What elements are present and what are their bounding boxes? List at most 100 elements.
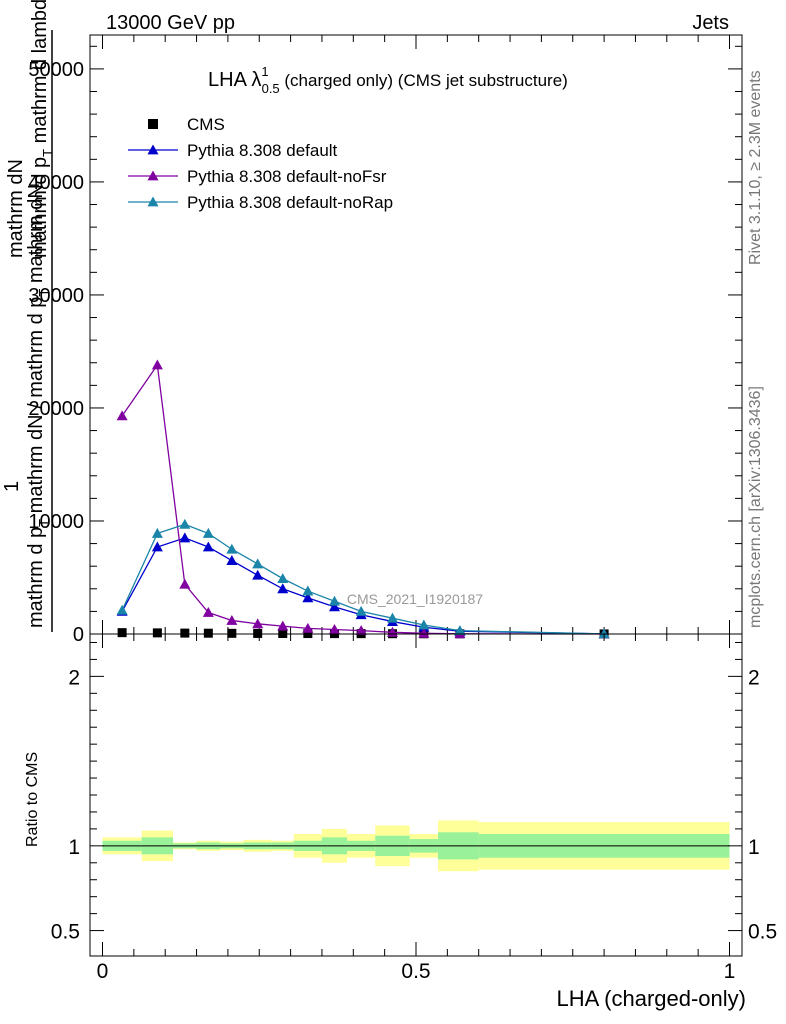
data-point [116,604,128,615]
data-point [179,578,191,589]
legend-item: Pythia 8.308 default [128,141,338,160]
data-point [355,605,367,616]
data-point [355,625,367,636]
ylabel-line3-c: mathrm dN [25,184,47,288]
data-point [180,628,190,638]
ratio-ytick-labels: 0.5 0.5 1 1 2 2 [51,666,777,943]
data-point [117,628,127,638]
series-1 [116,532,610,639]
data-point [302,585,314,596]
data-point [252,558,264,569]
data-point [454,625,466,636]
data-point [598,628,610,639]
legend-label: Pythia 8.308 default-noFsr [187,167,387,186]
data-point [202,541,214,552]
series-line [121,537,605,635]
data-point [418,627,430,638]
main-ytick-label: 30000 [28,285,84,307]
ylabel-line3: mathrm d pT mathrm dN / mathrm d pT math… [25,184,51,628]
ylabel-line2-b: mathrm d lambda [29,0,51,149]
data-point [277,573,289,584]
ratio-axis-ticks [90,634,742,956]
ylabel-line3-a: mathrm d p [25,527,47,628]
ratio-ytick-label: 1 [68,836,80,859]
legend-marker [148,119,158,129]
data-point [302,592,314,603]
main-ytick-label: 10000 [28,511,84,533]
title-sup: 1 [261,64,268,79]
ylabel-line1: mathrm dN [5,159,27,258]
xtick-label: 0.5 [401,960,430,983]
plot-title: LHA λ1 0.5 (charged only) (CMS jet substr… [208,64,568,96]
main-panel: 0 10000 20000 30000 40000 50000 CMS_2021_I192… [28,34,743,646]
data-point [203,628,213,638]
series-line [121,523,605,635]
ylabel-line3-b: mathrm dN / mathrm d p [25,297,47,519]
x-axis-label: LHA (charged-only) [556,986,746,1011]
main-ytick-label: 50000 [28,59,84,81]
data-point [253,628,263,638]
ylabel-line2-a: mathrm d p [29,157,51,258]
ratio-ytick-label-right: 1 [748,836,760,859]
data-point [302,622,314,633]
main-ytick-labels: 0 10000 20000 30000 40000 50000 [28,59,84,646]
data-point [328,623,340,634]
ylabel-line3-sub: T [36,519,51,527]
ylabel-line3-sub2: T [36,289,51,297]
xtick-labels: 0 0.5 1 [97,960,736,983]
data-point [328,601,340,612]
main-ylabel: mathrm dN mathrm d pT mathrm d lambda 1 … [1,0,55,632]
data-point [151,527,163,538]
main-ytick-label: 20000 [28,398,84,420]
xtick-label: 0 [97,960,109,983]
data-point [179,532,191,543]
data-point [227,628,237,638]
data-point [202,607,214,617]
ylabel-numer: 1 [1,481,23,492]
data-point [202,527,214,538]
main-ytick-label: 40000 [28,172,84,194]
legend: CMS Pythia 8.308 default Pythia 8.308 defa… [128,115,393,212]
ratio-ytick-label-right: 2 [748,666,760,689]
series-line [121,363,605,635]
legend-item: Pythia 8.308 default-noFsr [128,167,387,186]
main-ytick-label: 0 [73,624,84,646]
legend-item: CMS [148,115,225,134]
legend-label: CMS [187,115,225,134]
watermark: CMS_2021_I1920187 [347,591,483,607]
ylabel-line2-sub: T [40,149,55,157]
legend-label: Pythia 8.308 default [187,141,338,160]
xtick-label: 1 [724,960,736,983]
data-point [226,614,238,625]
data-point [116,410,128,421]
ylabel-line2: mathrm d pT mathrm d lambda [29,0,55,258]
legend-marker [147,196,159,207]
title-base: LHA λ [208,69,261,91]
legend-marker [147,170,159,181]
title-sub: 0.5 [262,81,280,96]
data-point [277,583,289,594]
data-point [328,595,340,606]
data-point [252,569,264,580]
data-point [151,541,163,552]
rivet-label: Rivet 3.1.10, ≥ 2.3M events [747,70,764,265]
data-point [226,555,238,565]
data-point [278,628,288,638]
data-point [418,619,430,630]
ratio-ytick-label-right: 0.5 [748,921,777,944]
data-point [252,618,264,629]
header-right: Jets [692,12,729,34]
ratio-ytick-label: 2 [68,666,80,689]
ratio-panel: 0.5 0.5 1 1 2 2 0 0.5 1 Ratio to CMS [24,633,777,983]
legend-label: Pythia 8.308 default-noRap [187,193,393,212]
ratio-frame [89,633,743,957]
data-point [386,612,398,623]
series-3 [116,518,610,639]
mcplots-label: mcplots.cern.ch [arXiv:1306.3436] [747,386,764,628]
data-point [151,359,163,370]
ratio-ylabel: Ratio to CMS [24,752,41,847]
title-rest: (charged only) (CMS jet substructure) [280,71,568,90]
data-point [152,628,162,638]
legend-item: Pythia 8.308 default-noRap [128,193,393,212]
